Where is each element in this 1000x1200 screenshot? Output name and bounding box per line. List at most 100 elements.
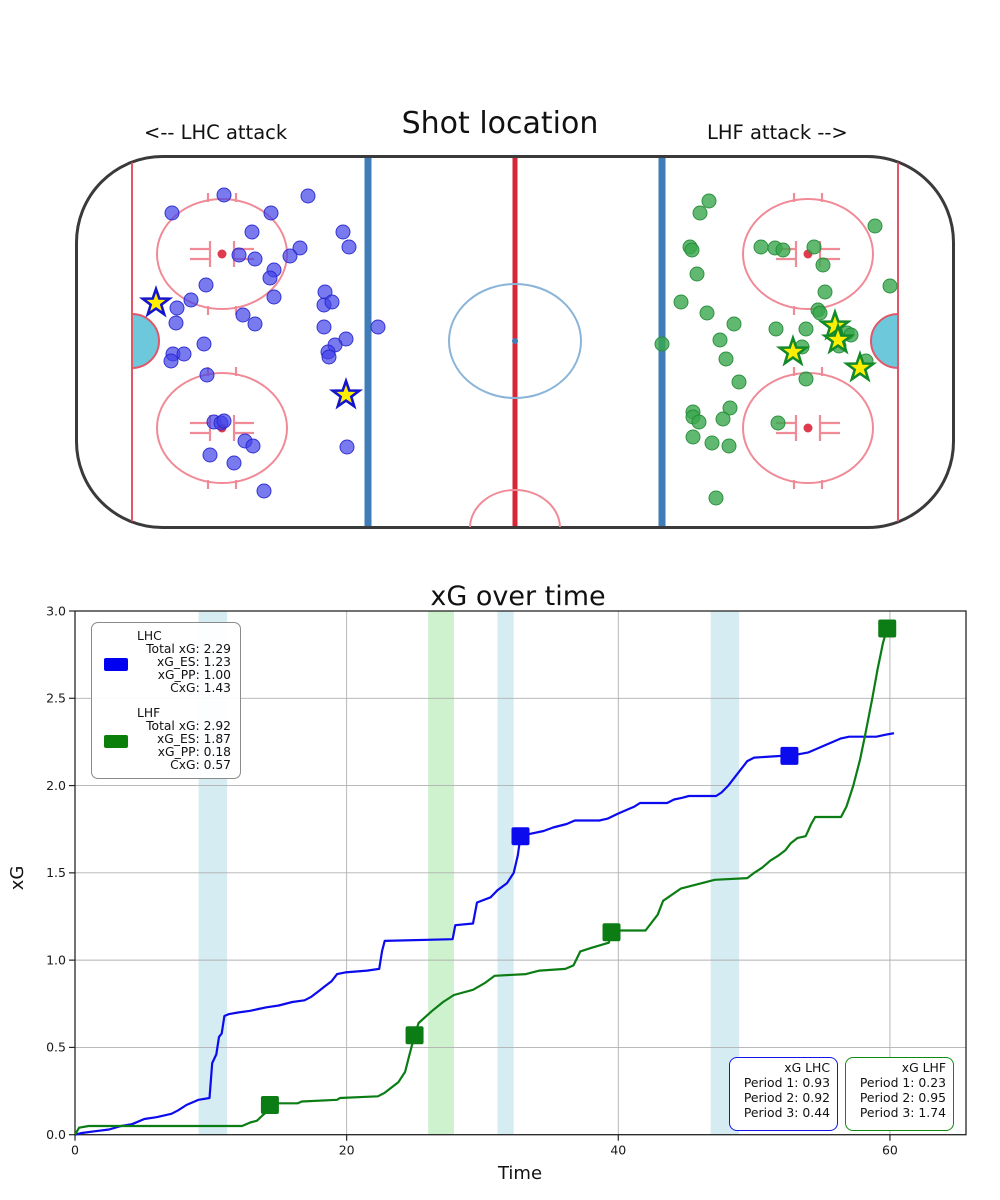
y-tick-label: 3.0 — [46, 603, 66, 618]
xg-chart-title: xG over time — [430, 581, 605, 612]
lhc-shot-dot — [183, 292, 199, 308]
lhf-shot-dot — [722, 400, 738, 416]
lhc-shot-dot — [196, 336, 212, 352]
lhf-shot-dot — [704, 435, 720, 451]
lhf-shot-dot — [701, 193, 717, 209]
lhc-shot-dot — [168, 315, 184, 331]
lhc-goal-star — [138, 285, 174, 318]
y-axis-label: xG — [7, 866, 28, 891]
xg-over-time-chart: 0 20 40 60 0.0 0.5 1.0 1.5 2.0 2.5 3.0 xG over tim… — [7, 581, 967, 1184]
lhf-shot-dot — [685, 429, 701, 445]
lhf-shot-dot — [692, 205, 708, 221]
lhc-shot-dot — [163, 353, 179, 369]
faceoff-hash-marks — [776, 367, 840, 489]
lhc-shot-dot — [176, 346, 192, 362]
center-faceoff-dot — [512, 338, 518, 344]
lhf-shot-dot — [798, 371, 814, 387]
lhf-shot-dot — [815, 257, 831, 273]
lhf-shot-dot — [770, 415, 786, 431]
lhc-shot-dot — [226, 455, 242, 471]
y-tick-label: 2.0 — [46, 778, 66, 793]
period-box-title: xG LHF — [901, 1060, 946, 1075]
referee-crease — [469, 489, 561, 527]
xg-summary-legend: LHC Total xG: 2.29 xG_ES: 1.23 xG_PP: 1.00 C… — [91, 622, 241, 779]
lhf-goal-star — [820, 322, 856, 355]
lhf-shot-dot — [775, 242, 791, 258]
legend-entry-lhf: LHF Total xG: 2.92 xG_ES: 1.87 xG_PP: 0.18 C… — [104, 707, 231, 772]
lhf-goal-marker — [878, 619, 897, 638]
lhc-shot-dot — [235, 307, 251, 323]
faceoff-dot — [803, 423, 813, 433]
faceoff-dot — [217, 249, 227, 259]
lhc-shot-dot — [231, 247, 247, 263]
faceoff-circle — [156, 372, 288, 484]
shot-plot-title: Shot location — [401, 106, 599, 141]
legend-text-line: xG_PP: 0.18 — [157, 745, 231, 759]
lhf-shot-dot — [689, 266, 705, 282]
lhf-shot-dot — [753, 239, 769, 255]
period-box-lhf: xG LHF Period 1: 0.23 Period 2: 0.95 Period… — [845, 1057, 954, 1131]
lhf-shot-dot — [712, 332, 728, 348]
lhc-shot-dot — [247, 251, 263, 267]
legend-text-line: xG_ES: 1.23 — [157, 655, 231, 669]
lhc-shot-dot — [164, 205, 180, 221]
lhf-shot-dot — [768, 321, 784, 337]
x-tick-label: 40 — [610, 1143, 626, 1158]
lhf-shot-dot — [726, 316, 742, 332]
legend-text-line: CxG: 1.43 — [170, 681, 231, 695]
legend-text-line: xG_PP: 1.00 — [157, 668, 231, 682]
lhc-shot-dot — [263, 205, 279, 221]
lhf-shot-dot — [806, 239, 822, 255]
y-tick-label: 0.5 — [46, 1040, 66, 1055]
lhf-goal-marker — [260, 1096, 279, 1115]
goal-crease-left — [131, 312, 160, 370]
lhf-shot-dot — [882, 278, 898, 294]
center-circle — [448, 283, 582, 399]
lhc-shot-dot — [169, 300, 185, 316]
lhc-shot-dot — [321, 349, 337, 365]
lhc-color-swatch — [104, 658, 128, 671]
period-xg-line: Period 2: 0.92 — [743, 1089, 830, 1105]
lhc-shot-dot — [339, 439, 355, 455]
lhc-shot-dot — [282, 248, 298, 264]
lhc-shot-dot — [262, 270, 278, 286]
period-xg-line: Period 3: 0.44 — [743, 1104, 830, 1120]
period-box-title: xG LHC — [784, 1060, 830, 1075]
lhc-shot-dot — [300, 188, 316, 204]
lhf-goal-marker — [602, 923, 621, 942]
lhc-shot-dot — [245, 438, 261, 454]
y-tick-label: 1.0 — [46, 952, 66, 967]
lhc-shot-dot — [216, 413, 232, 429]
legend-text-line: LHF — [137, 706, 161, 720]
x-tick-label: 20 — [339, 1143, 355, 1158]
rink-shot-plot — [75, 155, 955, 529]
lhf-shot-dot — [817, 284, 833, 300]
period-xg-line: Period 2: 0.95 — [859, 1089, 946, 1105]
lhc-attack-annotation: <-- LHC attack — [144, 121, 288, 144]
lhf-goal-marker — [405, 1026, 424, 1045]
lhf-attack-annotation: LHF attack --> — [707, 121, 848, 144]
lhc-shot-dot — [247, 316, 263, 332]
lhc-shot-dot — [292, 240, 308, 256]
lhf-shot-dot — [684, 242, 700, 258]
lhf-shot-dot — [715, 411, 731, 427]
period-xg-line: Period 1: 0.23 — [859, 1074, 946, 1090]
legend-text-line: CxG: 0.57 — [170, 758, 231, 772]
y-tick-label: 2.5 — [46, 691, 66, 706]
lhc-goal-star — [328, 377, 364, 410]
lhc-shot-dot — [202, 447, 218, 463]
lhf-goal-star — [842, 350, 878, 383]
lhc-shot-dot — [198, 277, 214, 293]
lhc-shot-dot — [324, 294, 340, 310]
lhf-shot-dot — [718, 351, 734, 367]
y-tick-label: 1.5 — [46, 865, 66, 880]
lhf-shot-dot — [708, 490, 724, 506]
lhf-shot-dot — [691, 414, 707, 430]
goal-crease-right — [870, 312, 899, 370]
lhf-shot-dot — [699, 305, 715, 321]
xg-line-lhc — [74, 732, 895, 1136]
x-tick-label: 0 — [71, 1143, 79, 1158]
period-xg-line: Period 1: 0.93 — [743, 1074, 830, 1090]
lhc-shot-dot — [256, 483, 272, 499]
